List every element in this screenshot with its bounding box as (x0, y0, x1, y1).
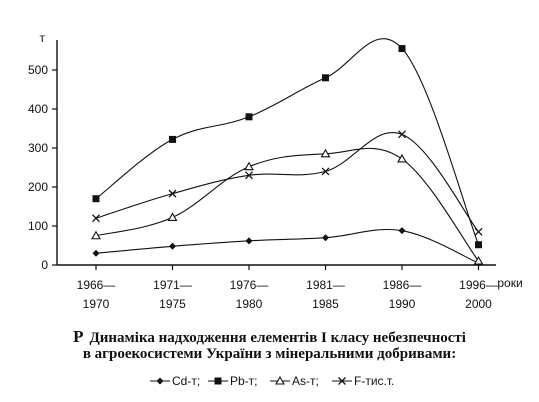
point-as (320, 148, 331, 158)
caption-line-1: Р Динаміка надходження елементів І класу … (0, 327, 539, 347)
point-as (91, 230, 101, 240)
series-line-cd (95, 228, 479, 264)
x-tick-label-top: 1971— (153, 278, 192, 292)
x-tick-label-top: 1996— (459, 278, 498, 292)
y-tick-label: 0 (41, 258, 48, 272)
legend-marker-pb (214, 377, 222, 385)
y-tick-label: 400 (28, 102, 48, 116)
y-tick-label: 500 (28, 63, 48, 77)
legend-label-pb: Pb-т; (230, 374, 258, 388)
point-pb (92, 195, 100, 203)
y-tick-label: 100 (28, 219, 48, 233)
caption-marker: Р (73, 327, 84, 346)
x-tick-label-top: 1986— (383, 278, 422, 292)
point-f (168, 189, 177, 198)
point-pb (245, 113, 253, 121)
x-tick-label-top: 1966— (77, 278, 116, 292)
point-as (397, 153, 407, 163)
x-unit-label: роки (497, 276, 522, 290)
point-pb (475, 241, 482, 249)
point-pb (398, 45, 406, 53)
legend-label-cd: Cd-т; (172, 374, 200, 388)
caption-line-2: в агроекосистеми України з мінеральними … (82, 346, 457, 362)
point-cd (92, 249, 100, 257)
point-f (245, 171, 253, 180)
legend-label-f: F-тис.т. (354, 374, 394, 388)
y-unit-label: т (40, 31, 46, 45)
x-tick-label-bottom: 1990 (389, 297, 416, 311)
x-tick-label-bottom: 1985 (312, 297, 339, 311)
point-as (473, 255, 484, 265)
x-tick-label-bottom: 1970 (83, 297, 110, 311)
point-f (398, 130, 406, 139)
x-tick-label-bottom: 1975 (159, 297, 186, 311)
series-line-as (95, 147, 479, 262)
point-f (321, 167, 330, 176)
legend-marker-cd (156, 377, 164, 385)
x-tick-label-bottom: 2000 (465, 297, 492, 311)
x-tick-label-bottom: 1980 (236, 297, 263, 311)
point-cd (169, 242, 176, 250)
legend-label-as: As-т; (292, 374, 319, 388)
point-pb (169, 135, 176, 143)
point-cd (322, 234, 329, 242)
point-cd (245, 237, 253, 245)
y-tick-label: 300 (28, 141, 48, 155)
point-cd (398, 227, 406, 235)
series-line-f (95, 132, 479, 233)
point-f (92, 214, 100, 223)
x-tick-label-top: 1976— (230, 278, 269, 292)
caption-text-1: Динаміка надходження елементів І класу н… (89, 330, 466, 346)
legend-marker-f (338, 377, 346, 385)
x-tick-label-top: 1981— (306, 278, 345, 292)
point-pb (322, 74, 329, 82)
y-tick-label: 200 (28, 180, 48, 194)
point-as (167, 212, 178, 221)
point-as (244, 161, 254, 171)
legend-marker-as (275, 375, 285, 385)
series-line-pb (95, 38, 480, 245)
point-f (474, 227, 483, 236)
